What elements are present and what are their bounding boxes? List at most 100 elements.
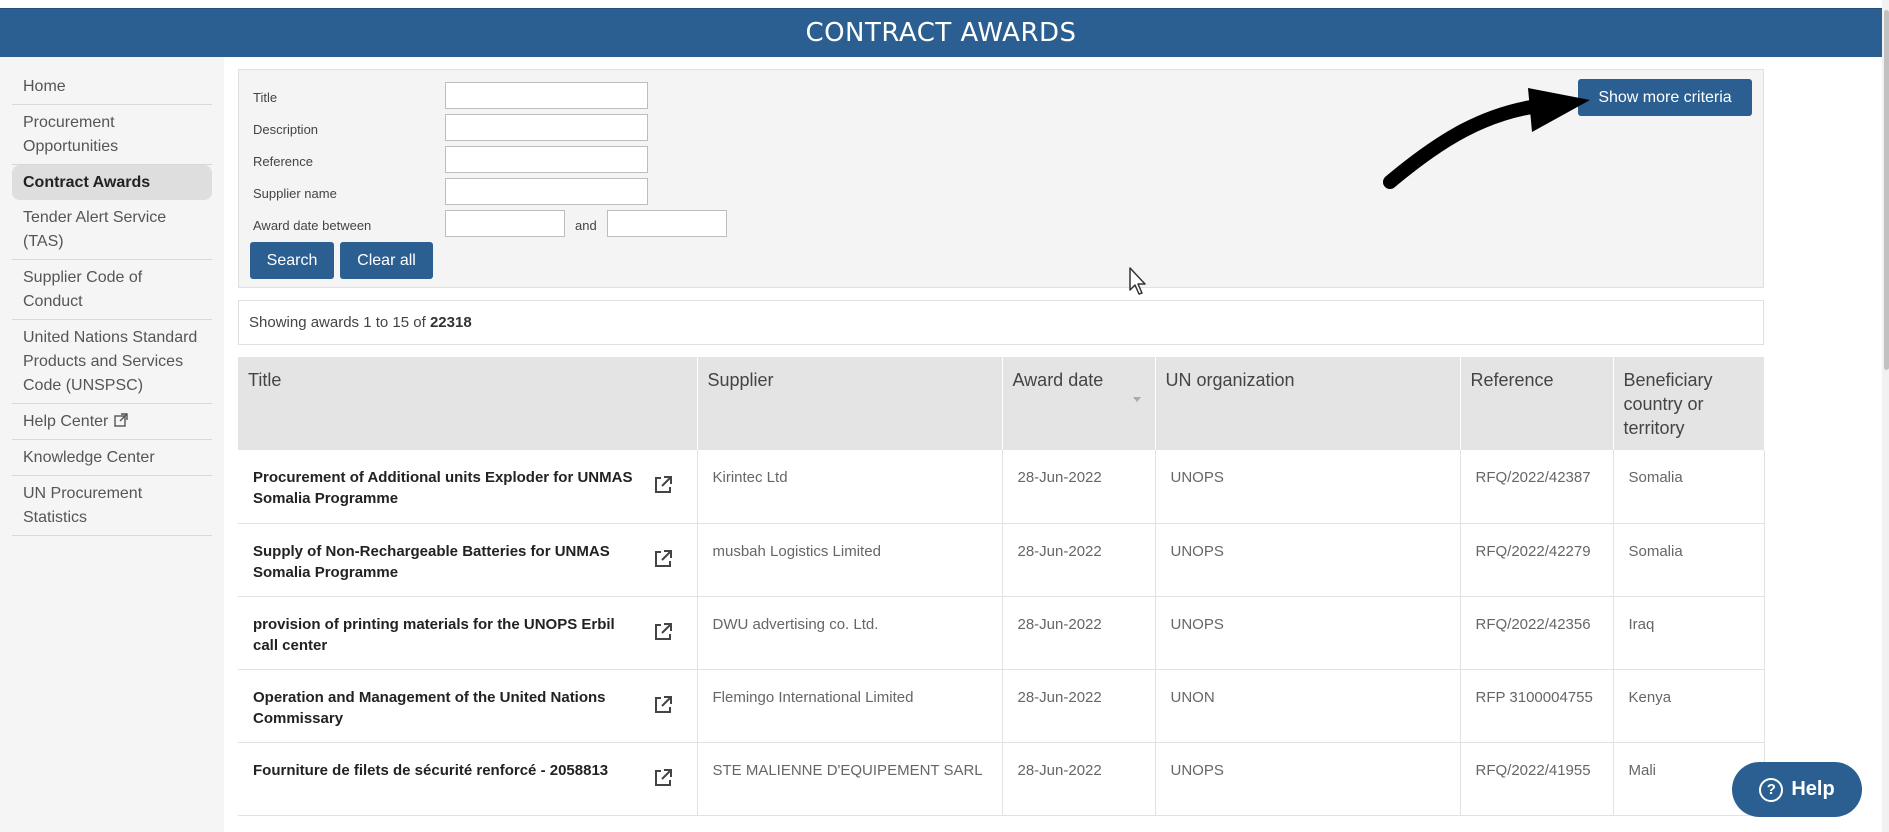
vertical-scrollbar[interactable] — [1882, 0, 1889, 832]
cell-un-organization: UNOPS — [1155, 523, 1461, 597]
show-more-criteria-button[interactable]: Show more criteria — [1578, 79, 1752, 116]
cell-reference: RFQ/2022/42356 — [1460, 596, 1614, 670]
sidebar-nav: Home Procurement Opportunities Contract … — [0, 57, 224, 832]
reference-input[interactable] — [445, 146, 648, 173]
cell-title[interactable]: Fourniture de filets de sécurité renforc… — [238, 742, 698, 816]
open-external-icon[interactable] — [653, 695, 673, 715]
column-header-un-organization[interactable]: UN organization — [1155, 357, 1461, 450]
column-header-beneficiary-country[interactable]: Beneficiary country or territory — [1613, 357, 1765, 450]
results-total: 22318 — [429, 314, 472, 331]
sidebar-item-un-procurement-statistics[interactable]: UN Procurement Statistics — [12, 476, 212, 536]
cell-award-date-text: 28-Jun-2022 — [1017, 688, 1102, 706]
cell-reference: RFP 3100004755 — [1460, 669, 1614, 743]
column-header-supplier[interactable]: Supplier — [697, 357, 1003, 450]
search-button[interactable]: Search — [250, 242, 334, 279]
column-header-title[interactable]: Title — [238, 357, 698, 450]
sidebar-item-procurement-opportunities[interactable]: Procurement Opportunities — [12, 105, 212, 165]
sidebar-item-contract-awards[interactable]: Contract Awards — [12, 165, 212, 200]
cell-supplier: STE MALIENNE D'EQUIPEMENT SARL — [697, 742, 1003, 816]
cell-beneficiary-country: Iraq — [1613, 596, 1765, 670]
sidebar-item-label: Supplier Code of Conduct — [23, 269, 143, 310]
help-button-label: Help — [1791, 778, 1835, 800]
sidebar-item-unspsc[interactable]: United Nations Standard Products and Ser… — [12, 320, 212, 404]
clear-all-button[interactable]: Clear all — [340, 242, 433, 279]
cell-supplier: Flemingo International Limited — [697, 669, 1003, 743]
award-date-to-input[interactable] — [607, 210, 727, 237]
sidebar-item-knowledge-center[interactable]: Knowledge Center — [12, 440, 212, 476]
page-header: CONTRACT AWARDS — [0, 8, 1882, 57]
cell-title[interactable]: Operation and Management of the United N… — [238, 669, 698, 743]
description-label: Description — [253, 122, 319, 137]
sidebar-item-label: United Nations Standard Products and Ser… — [23, 329, 198, 394]
cell-award-date-text: 28-Jun-2022 — [1017, 615, 1102, 633]
sidebar-item-help-center[interactable]: Help Center — [12, 404, 212, 440]
table-header-row: Title Supplier Award date UN organizatio… — [238, 357, 1765, 450]
cell-reference: RFQ/2022/42279 — [1460, 523, 1614, 597]
cell-supplier: DWU advertising co. Ltd. — [697, 596, 1003, 670]
cell-title[interactable]: Procurement of Additional units Exploder… — [238, 450, 698, 524]
cell-un-organization-text: UNOPS — [1170, 761, 1224, 779]
open-external-icon[interactable] — [653, 549, 673, 569]
cell-title-text: Operation and Management of the United N… — [253, 688, 606, 727]
cell-reference-text: RFP 3100004755 — [1475, 688, 1593, 706]
sidebar-item-home[interactable]: Home — [12, 69, 212, 105]
open-external-icon[interactable] — [653, 475, 673, 495]
supplier-name-input[interactable] — [445, 178, 648, 205]
cell-reference-text: RFQ/2022/42387 — [1475, 469, 1591, 486]
cell-reference-text: RFQ/2022/41955 — [1475, 761, 1591, 779]
open-external-icon[interactable] — [653, 768, 673, 788]
page-title: CONTRACT AWARDS — [805, 18, 1077, 48]
cell-reference: RFQ/2022/42387 — [1460, 450, 1614, 524]
cell-un-organization: UNON — [1155, 669, 1461, 743]
column-header-reference[interactable]: Reference — [1460, 357, 1614, 450]
cell-reference-text: RFQ/2022/42279 — [1475, 542, 1591, 560]
sort-caret-icon — [1132, 397, 1141, 402]
search-criteria-panel: Title Description Reference Supplier nam… — [238, 69, 1764, 288]
results-count-prefix: Showing awards 1 to 15 of — [249, 314, 430, 331]
cell-title-text: Procurement of Additional units Exploder… — [253, 469, 633, 507]
cell-un-organization: UNOPS — [1155, 596, 1461, 670]
cell-un-organization-text: UNOPS — [1170, 542, 1224, 560]
table-row[interactable]: Operation and Management of the United N… — [238, 669, 1765, 743]
cell-beneficiary-country-text: Iraq — [1628, 615, 1655, 633]
sidebar-item-label: Tender Alert Service (TAS) — [23, 209, 167, 250]
cell-supplier-text: Flemingo International Limited — [712, 688, 914, 706]
cell-beneficiary-country: Somalia — [1613, 450, 1765, 524]
cell-reference: RFQ/2022/41955 — [1460, 742, 1614, 816]
table-row[interactable]: provision of printing materials for the … — [238, 596, 1765, 670]
cell-title[interactable]: Supply of Non-Rechargeable Batteries for… — [238, 523, 698, 597]
open-external-icon[interactable] — [653, 622, 673, 642]
results-count: Showing awards 1 to 15 of 22318 — [238, 300, 1764, 345]
table-row[interactable]: Supply of Non-Rechargeable Batteries for… — [238, 523, 1765, 597]
description-input[interactable] — [445, 114, 648, 141]
and-label: and — [575, 218, 597, 233]
sidebar-item-tender-alert-service[interactable]: Tender Alert Service (TAS) — [12, 200, 212, 260]
scrollbar-thumb[interactable] — [1884, 10, 1889, 370]
cell-award-date-text: 28-Jun-2022 — [1017, 761, 1102, 779]
column-header-award-date[interactable]: Award date — [1002, 357, 1156, 450]
sidebar-item-label: UN Procurement Statistics — [23, 485, 143, 526]
cell-beneficiary-country-text: Somalia — [1628, 469, 1683, 486]
help-button[interactable]: ? Help — [1732, 762, 1862, 817]
cell-un-organization-text: UNOPS — [1170, 469, 1224, 486]
sidebar-item-supplier-code-of-conduct[interactable]: Supplier Code of Conduct — [12, 260, 212, 320]
cell-beneficiary-country-text: Somalia — [1628, 542, 1683, 560]
cell-beneficiary-country: Kenya — [1613, 669, 1765, 743]
cell-supplier: Kirintec Ltd — [697, 450, 1003, 524]
cell-title[interactable]: provision of printing materials for the … — [238, 596, 698, 670]
cell-award-date: 28-Jun-2022 — [1002, 450, 1156, 524]
sidebar-item-label: Help Center — [23, 413, 109, 430]
cell-beneficiary-country-text: Mali — [1628, 761, 1657, 779]
mouse-cursor-icon — [1129, 267, 1146, 295]
cell-un-organization: UNOPS — [1155, 742, 1461, 816]
column-header-award-date-label: Award date — [1012, 370, 1104, 390]
cell-title-text: provision of printing materials for the … — [253, 615, 615, 654]
sidebar-item-label: Contract Awards — [23, 174, 151, 191]
sidebar-item-label: Knowledge Center — [23, 449, 155, 466]
award-date-label: Award date between — [253, 218, 372, 233]
table-row[interactable]: Fourniture de filets de sécurité renforc… — [238, 742, 1765, 816]
title-input[interactable] — [445, 82, 648, 109]
award-date-from-input[interactable] — [445, 210, 565, 237]
table-row[interactable]: Procurement of Additional units Exploder… — [238, 450, 1765, 524]
cell-award-date: 28-Jun-2022 — [1002, 523, 1156, 597]
